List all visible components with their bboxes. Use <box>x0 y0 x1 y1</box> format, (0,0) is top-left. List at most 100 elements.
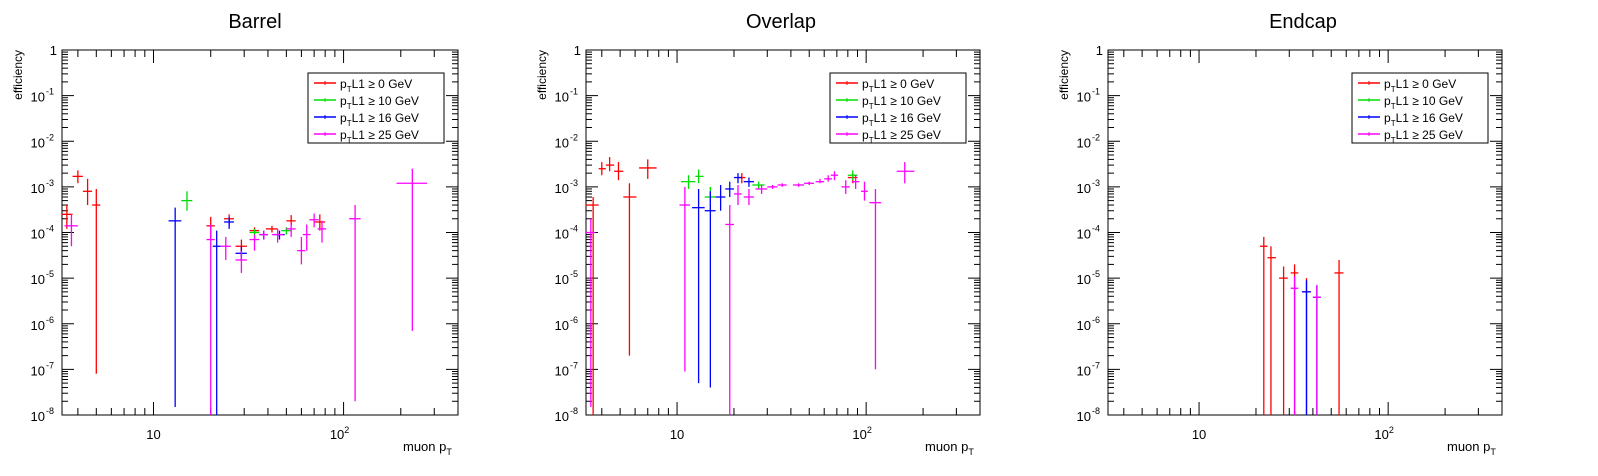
legend-label: pTL1 ≥ 25 GeV <box>340 128 419 145</box>
data-point <box>1312 285 1321 415</box>
data-point <box>1259 236 1268 415</box>
y-tick-exponent: -1 <box>1092 87 1100 97</box>
y-tick-exponent: -6 <box>46 315 54 325</box>
data-point <box>830 171 839 181</box>
x-axis-ticks <box>1123 50 1503 415</box>
data-point <box>715 184 726 211</box>
y-tick-label: 10 <box>31 135 45 150</box>
data-point <box>869 188 882 370</box>
y-tick-exponent: -8 <box>46 406 54 416</box>
data-point <box>679 186 690 372</box>
data-point <box>851 175 860 189</box>
data-point <box>1301 280 1311 415</box>
y-tick-label: 10 <box>555 227 569 242</box>
chart-title: Endcap <box>1269 11 1337 33</box>
y-tick-label: 10 <box>555 181 569 196</box>
y-tick-label: 10 <box>1077 227 1091 242</box>
y-axis-ticks <box>62 49 458 416</box>
data-point <box>777 183 787 187</box>
data-point <box>815 178 825 184</box>
y-tick-exponent: -4 <box>570 224 578 234</box>
data-point <box>1279 266 1288 415</box>
y-axis-label: efficiency <box>1057 50 1071 100</box>
data-point <box>605 157 615 172</box>
legend-entry: pTL1 ≥ 25 GeV <box>1358 128 1463 145</box>
legend-label: pTL1 ≥ 0 GeV <box>862 77 934 94</box>
legend-label: pTL1 ≥ 0 GeV <box>340 77 412 94</box>
y-tick-label: 10 <box>555 318 569 333</box>
data-point <box>695 169 704 184</box>
x-tick-label: 102 <box>1374 425 1393 442</box>
data-point <box>249 234 260 251</box>
data-point <box>586 196 599 415</box>
data-point <box>733 173 742 184</box>
data-point <box>623 183 637 356</box>
series-p-t-l1-25-gev <box>64 168 428 415</box>
data-point <box>586 218 596 407</box>
data-point <box>62 205 73 229</box>
series-p-t-l1-16-gev <box>168 207 285 415</box>
y-tick-label: 10 <box>1077 272 1091 287</box>
data-point <box>725 181 734 197</box>
legend-label: pTL1 ≥ 10 GeV <box>862 94 941 111</box>
data-point <box>235 250 247 273</box>
y-axis-label: efficiency <box>535 50 549 100</box>
data-point <box>220 236 231 260</box>
legend-label: pTL1 ≥ 10 GeV <box>340 94 419 111</box>
data-point <box>259 230 268 240</box>
legend-label: pTL1 ≥ 16 GeV <box>340 111 419 128</box>
data-point <box>1267 246 1276 415</box>
legend-label: pTL1 ≥ 16 GeV <box>1384 111 1463 128</box>
y-tick-exponent: -1 <box>570 87 578 97</box>
legend-label: pTL1 ≥ 10 GeV <box>1384 94 1463 111</box>
y-tick-label: 10 <box>1077 409 1091 424</box>
data-point <box>271 228 283 243</box>
data-point <box>309 213 319 228</box>
chart-title: Barrel <box>228 11 281 33</box>
y-tick-exponent: -3 <box>570 178 578 188</box>
data-point <box>314 214 326 231</box>
y-tick-label: 10 <box>31 90 45 105</box>
legend-label: pTL1 ≥ 25 GeV <box>862 128 941 145</box>
data-point <box>317 220 327 243</box>
y-tick-exponent: -6 <box>1092 315 1100 325</box>
data-point <box>752 181 765 189</box>
data-point <box>639 159 657 179</box>
data-point <box>824 175 833 182</box>
y-tick-label: 10 <box>31 227 45 242</box>
series-p-t-l1-25-gev <box>1290 276 1321 415</box>
data-point <box>286 223 296 237</box>
series-p-t-l1-16-gev <box>692 173 754 388</box>
legend-label: pTL1 ≥ 0 GeV <box>1384 77 1456 94</box>
series-p-t-l1-0-gev <box>586 157 858 415</box>
legend-label: pTL1 ≥ 16 GeV <box>862 111 941 128</box>
legend-box <box>307 72 445 144</box>
x-axis-label: muon pT <box>925 439 974 457</box>
chart-title: Overlap <box>746 11 816 33</box>
y-tick-label: 10 <box>555 363 569 378</box>
data-point <box>265 225 278 233</box>
legend-box <box>1351 72 1489 144</box>
y-tick-label: 10 <box>555 135 569 150</box>
y-tick-label: 10 <box>31 363 45 378</box>
data-point <box>302 224 311 251</box>
data-point <box>64 214 78 247</box>
series-p-t-l1-10-gev <box>181 191 292 237</box>
data-point <box>212 230 221 415</box>
y-tick-label: 10 <box>555 90 569 105</box>
y-tick-exponent: -7 <box>570 360 578 370</box>
data-point <box>614 162 624 181</box>
x-tick-label: 102 <box>330 425 349 442</box>
x-axis-label: muon pT <box>403 439 452 457</box>
legend-box <box>829 72 967 144</box>
legend-entry: pTL1 ≥ 16 GeV <box>1358 111 1463 128</box>
data-point <box>792 183 805 187</box>
data-point <box>349 205 361 402</box>
legend-entry: pTL1 ≥ 0 GeV <box>836 77 934 94</box>
y-tick-label: 10 <box>1077 181 1091 196</box>
data-point <box>743 188 754 206</box>
data-point <box>841 180 850 194</box>
